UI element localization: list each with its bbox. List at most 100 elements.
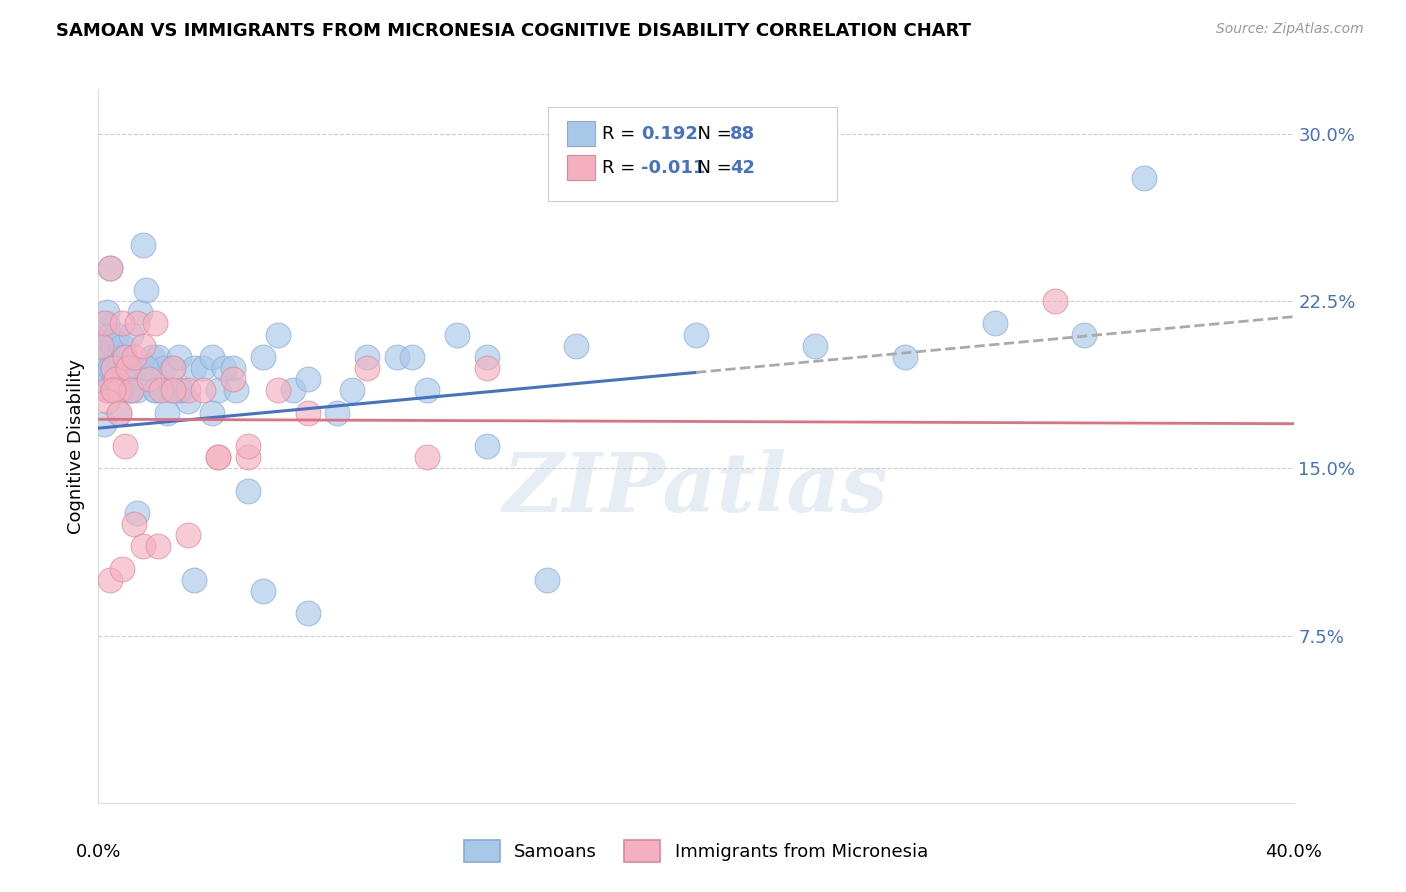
Point <box>90 338 112 352</box>
Point <box>207 384 229 398</box>
Point <box>159 384 181 398</box>
Text: 42: 42 <box>730 159 755 177</box>
Point <box>98 573 122 587</box>
Point <box>117 384 139 398</box>
Point <box>103 384 125 398</box>
Point <box>90 360 112 375</box>
Point <box>124 350 146 364</box>
Point <box>177 394 200 409</box>
Point <box>267 327 290 342</box>
Point <box>96 394 118 409</box>
Point <box>177 528 200 542</box>
Text: 88: 88 <box>730 125 755 143</box>
Point <box>401 350 423 364</box>
Text: ZIPatlas: ZIPatlas <box>503 449 889 529</box>
Text: 0.0%: 0.0% <box>76 843 121 861</box>
Point <box>96 350 118 364</box>
Point <box>1133 171 1156 186</box>
Point <box>385 350 409 364</box>
Point <box>475 439 498 453</box>
Point <box>475 350 498 364</box>
Point <box>536 573 558 587</box>
Point <box>111 562 134 576</box>
Text: N =: N = <box>686 159 738 177</box>
Point <box>114 439 136 453</box>
Point <box>114 350 136 364</box>
Point <box>96 384 118 398</box>
Point <box>207 450 229 464</box>
Point <box>297 405 319 419</box>
Point <box>96 305 118 319</box>
Point <box>201 405 224 419</box>
Point <box>685 327 707 342</box>
Point <box>103 338 125 352</box>
Point <box>1043 293 1066 308</box>
Point <box>135 360 157 375</box>
Point <box>156 405 179 419</box>
Point <box>222 372 245 386</box>
Point <box>150 384 173 398</box>
Point <box>1073 327 1095 342</box>
Point <box>191 384 214 398</box>
Point <box>111 372 134 386</box>
Point <box>212 360 235 375</box>
Point <box>111 338 134 352</box>
Point <box>191 360 214 375</box>
Point <box>108 405 131 419</box>
Point <box>127 316 149 330</box>
Legend: Samoans, Immigrants from Micronesia: Samoans, Immigrants from Micronesia <box>464 839 928 862</box>
Point <box>416 450 439 464</box>
Point <box>127 506 149 520</box>
Point <box>138 360 160 375</box>
Point <box>108 405 131 419</box>
Point <box>183 573 205 587</box>
Point <box>143 316 166 330</box>
Point <box>105 372 128 386</box>
Point <box>162 360 184 375</box>
Point <box>342 384 364 398</box>
Point <box>167 350 190 364</box>
Point <box>98 372 122 386</box>
Point <box>267 384 290 398</box>
Point <box>103 384 125 398</box>
Point <box>120 384 142 398</box>
Point <box>236 483 259 498</box>
Point <box>105 350 128 364</box>
Point <box>416 384 439 398</box>
Point <box>105 384 128 398</box>
Point <box>103 360 125 375</box>
Point <box>984 316 1007 330</box>
Point <box>93 417 115 431</box>
Point <box>565 338 588 352</box>
Point <box>127 384 149 398</box>
Point <box>446 327 468 342</box>
Point <box>114 360 136 375</box>
Point <box>177 384 200 398</box>
Point <box>804 338 827 352</box>
Point <box>207 450 229 464</box>
Point <box>162 360 184 375</box>
Point <box>326 405 349 419</box>
Point <box>148 539 170 553</box>
Point <box>167 384 190 398</box>
Point <box>98 327 122 342</box>
Point <box>201 350 224 364</box>
Point <box>105 327 128 342</box>
Point <box>356 360 378 375</box>
Point <box>98 260 122 275</box>
Point <box>297 607 319 621</box>
Text: R =: R = <box>602 125 641 143</box>
Point <box>132 238 155 252</box>
Point <box>129 305 152 319</box>
Point <box>114 384 136 398</box>
Point <box>281 384 304 398</box>
Point <box>135 283 157 297</box>
Point <box>93 327 115 342</box>
Point <box>225 384 247 398</box>
Point <box>120 384 142 398</box>
Point <box>108 350 131 364</box>
Point <box>96 384 118 398</box>
Text: SAMOAN VS IMMIGRANTS FROM MICRONESIA COGNITIVE DISABILITY CORRELATION CHART: SAMOAN VS IMMIGRANTS FROM MICRONESIA COG… <box>56 22 972 40</box>
Point <box>124 516 146 531</box>
Point <box>124 360 146 375</box>
